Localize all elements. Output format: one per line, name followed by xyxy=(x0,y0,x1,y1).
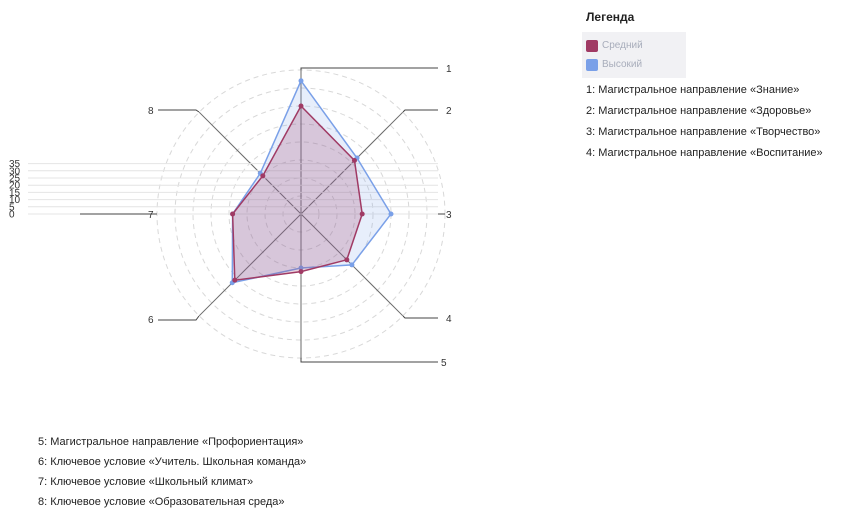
axis-label-3: 3 xyxy=(446,210,452,221)
scale-tick-label: 35 xyxy=(9,159,21,170)
data-point-high-4 xyxy=(349,262,355,268)
legend-label-medium: Средний xyxy=(602,40,643,51)
legend-title: Легенда xyxy=(586,10,635,24)
axis-note-8: 8: Ключевое условие «Образовательная сре… xyxy=(38,496,285,508)
axis-notes-bottom: 5: Магистральное направление «Профориент… xyxy=(38,432,306,512)
legend-box: Средний Высокий xyxy=(582,32,686,78)
axis-label-1: 1 xyxy=(446,64,452,75)
legend-entry-medium[interactable]: Средний xyxy=(586,36,686,55)
scale-tick-label: 0 xyxy=(9,210,15,221)
axis-label-6: 6 xyxy=(148,315,154,326)
axis-spoke xyxy=(198,213,302,317)
axis-leader-4 xyxy=(402,315,438,319)
axis-label-8: 8 xyxy=(148,106,154,117)
scale-tick-label: 10 xyxy=(9,195,21,206)
data-point-high-1 xyxy=(298,78,304,84)
legend-entry-high[interactable]: Высокий xyxy=(586,55,686,74)
legend-swatch-medium xyxy=(586,39,598,52)
legend: Легенда Средний Высокий xyxy=(582,8,852,78)
scale-tick-label: 5 xyxy=(9,202,15,213)
data-point-medium-2 xyxy=(351,158,357,164)
axis-label-2: 2 xyxy=(446,106,452,117)
axis-spoke xyxy=(198,111,302,215)
scale-tick-label: 20 xyxy=(9,181,21,192)
data-point-medium-3 xyxy=(359,211,365,217)
axis-note-6: 6: Ключевое условие «Учитель. Школьная к… xyxy=(38,456,307,468)
scale-tick-label: 30 xyxy=(9,166,21,177)
axis-leaders: 1 2 3 4 5 6 7 8 xyxy=(80,64,452,369)
axis-leader-6 xyxy=(158,315,200,321)
axis-leader-8 xyxy=(158,109,200,113)
axis-leader-5 xyxy=(300,358,438,363)
radar-series xyxy=(229,78,394,286)
axis-note-1: 1: Магистральное направление «Знание» xyxy=(586,84,800,96)
axis-leader-2 xyxy=(402,109,438,113)
data-point-medium-4 xyxy=(344,257,350,263)
data-point-medium-6 xyxy=(232,277,238,283)
legend-label-high: Высокий xyxy=(602,59,643,70)
axis-note-2: 2: Магистральное направление «Здоровье» xyxy=(586,105,812,117)
axis-notes-top: 1: Магистральное направление «Знание» 2:… xyxy=(586,80,823,164)
axis-leader-1 xyxy=(300,67,438,70)
axis-note-3: 3: Магистральное направление «Творчество… xyxy=(586,126,821,138)
data-point-high-5 xyxy=(298,265,304,271)
axis-label-4: 4 xyxy=(446,314,452,325)
axis-label-5: 5 xyxy=(441,358,447,369)
data-point-high-3 xyxy=(388,211,394,217)
data-point-medium-1 xyxy=(298,103,304,109)
axis-note-7: 7: Ключевое условие «Школьный климат» xyxy=(38,476,254,488)
legend-swatch-high xyxy=(586,58,598,71)
axis-note-4: 4: Магистральное направление «Воспитание… xyxy=(586,147,823,159)
data-point-medium-8 xyxy=(260,173,266,179)
data-point-medium-7 xyxy=(230,211,236,217)
scale-tick-label: 15 xyxy=(9,188,21,199)
series-area-medium xyxy=(231,104,363,282)
axis-spoke xyxy=(300,111,404,215)
axis-label-7: 7 xyxy=(148,210,154,221)
axis-note-5: 5: Магистральное направление «Профориент… xyxy=(38,436,304,448)
data-point-medium-5 xyxy=(298,269,304,275)
scale-tick-label: 25 xyxy=(9,174,21,185)
